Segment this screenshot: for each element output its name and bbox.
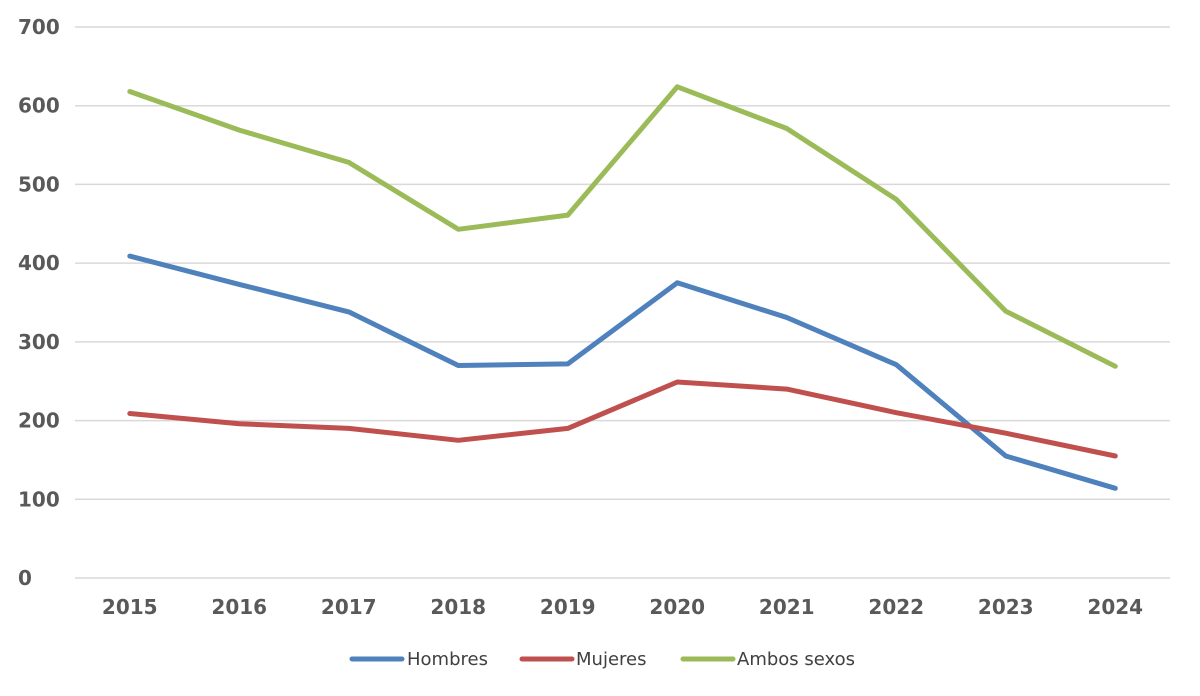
x-tick-label: 2020 [649,595,705,619]
series-line-hombres [127,253,1118,491]
x-tick-label: 2017 [321,595,377,619]
y-tick-label: 100 [18,487,60,511]
y-axis-ticks: 0 100 200 300 400 500 600 700 [18,15,60,590]
y-tick-label: 0 [18,566,32,590]
x-tick-label: 2016 [211,595,267,619]
x-axis-ticks: 2015 2016 2017 2018 2019 2020 2021 2022 2023 2024 [102,595,1143,619]
y-tick-label: 600 [18,94,60,118]
y-tick-label: 500 [18,172,60,196]
legend-label: Mujeres [576,649,646,670]
series-lines [127,84,1118,491]
x-tick-label: 2024 [1087,595,1143,619]
x-tick-label: 2015 [102,595,158,619]
series-line-ambos-sexos [127,84,1118,369]
y-tick-label: 400 [18,251,60,275]
x-tick-label: 2019 [540,595,596,619]
x-tick-label: 2021 [759,595,815,619]
x-tick-label: 2018 [430,595,486,619]
y-tick-label: 200 [18,409,60,433]
legend: Hombres Mujeres Ambos sexos [349,649,855,670]
x-tick-label: 2022 [868,595,924,619]
x-tick-label: 2023 [978,595,1034,619]
y-tick-label: 700 [18,15,60,39]
legend-label: Hombres [407,649,488,670]
series-line-mujeres [127,379,1118,459]
y-tick-label: 300 [18,330,60,354]
gridlines [75,26,1170,579]
legend-label: Ambos sexos [737,649,855,670]
